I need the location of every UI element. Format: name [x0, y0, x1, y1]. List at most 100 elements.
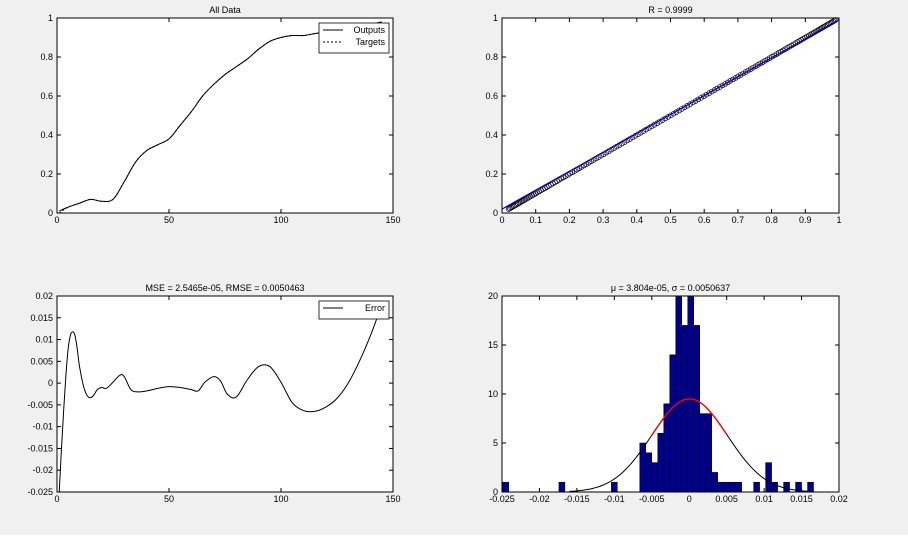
scatter-point — [719, 82, 726, 89]
x-tick-label: 50 — [164, 494, 174, 504]
x-tick-label: -0.025 — [489, 494, 515, 504]
scatter-point — [714, 85, 720, 92]
y-tick-label: 0.2 — [40, 169, 53, 179]
y-tick-label: 0 — [493, 208, 498, 218]
x-tick-label: 0.9 — [799, 215, 812, 225]
histogram-bar — [611, 481, 618, 493]
scatter-point — [512, 202, 518, 209]
histogram-bar — [771, 481, 778, 493]
x-tick-label: 0 — [499, 215, 504, 225]
x-tick-label: 0.4 — [631, 215, 644, 225]
x-tick-label: 0.5 — [664, 215, 677, 225]
chart-histogram: μ = 3.804e-05, σ = 0.0050637 -0.025 -0.02 -… — [488, 283, 848, 504]
histogram-bar — [783, 481, 790, 493]
histogram-bar — [669, 354, 676, 493]
x-tick-label: 0.3 — [597, 215, 610, 225]
y-tick-label: 0.015 — [30, 313, 53, 323]
y-tick-label: 10 — [488, 389, 498, 399]
y-tick-label: -0.005 — [27, 400, 53, 410]
histogram-bar — [502, 481, 509, 493]
scatter-point — [717, 84, 723, 90]
x-tick-label: 100 — [273, 494, 288, 504]
legend-entry: Error — [365, 303, 385, 313]
series-line-targets — [58, 23, 382, 214]
chart-error: MSE = 2.5465e-05, RMSE = 0.0050463 0 50 100… — [27, 283, 400, 504]
histogram-bar — [699, 413, 706, 493]
chart-title: MSE = 2.5465e-05, RMSE = 0.0050463 — [145, 283, 304, 293]
normal-fit-center — [651, 398, 728, 436]
y-tick-label: 1 — [493, 13, 498, 23]
scatter-point — [521, 197, 527, 204]
x-tick-label: 0.1 — [529, 215, 542, 225]
y-tick-label: -0.02 — [32, 465, 53, 475]
scatter-point — [692, 98, 699, 104]
y-tick-label: 0.6 — [40, 91, 53, 101]
histogram-bar — [558, 481, 566, 493]
x-tick-label: 0.02 — [830, 494, 848, 504]
scatter-point — [695, 96, 702, 103]
x-tick-label: -0.01 — [604, 494, 625, 504]
y-tick-label: 0.8 — [40, 52, 53, 62]
y-tick-label: 5 — [493, 438, 498, 448]
y-tick-label: 0.01 — [35, 335, 53, 345]
scatter-point — [515, 200, 521, 207]
x-tick-label: 0.6 — [698, 215, 711, 225]
plot-area — [56, 295, 394, 493]
scatter-point — [711, 87, 718, 93]
x-tick-label: 0.2 — [563, 215, 576, 225]
scatter-point — [709, 88, 715, 95]
scatter-point — [511, 203, 517, 209]
y-tick-label: 15 — [488, 340, 498, 350]
scatter-point — [518, 199, 524, 205]
scatter-point — [508, 204, 514, 211]
histogram-bar — [807, 481, 814, 493]
x-tick-label: 0 — [54, 494, 59, 504]
y-tick-label: -0.025 — [27, 487, 53, 497]
y-tick-label: 1 — [48, 13, 53, 23]
scatter-point — [509, 204, 516, 210]
x-tick-label: 1 — [836, 215, 841, 225]
y-tick-label: 0.8 — [485, 52, 498, 62]
histogram-bar — [729, 481, 736, 493]
chart-title: μ = 3.804e-05, σ = 0.0050637 — [611, 283, 730, 293]
histogram-bar — [651, 462, 659, 493]
chart-title: R = 0.9999 — [648, 5, 692, 15]
histogram-bar — [723, 481, 730, 493]
x-tick-label: 0.015 — [790, 494, 813, 504]
x-tick-label: 0.7 — [732, 215, 745, 225]
x-tick-label: 150 — [385, 215, 400, 225]
x-tick-label: 150 — [385, 494, 400, 504]
legend-box — [318, 22, 390, 54]
y-tick-label: 0 — [493, 487, 498, 497]
scatter-point — [516, 200, 523, 206]
scatter-point — [519, 198, 526, 204]
y-tick-label: 0.005 — [30, 356, 53, 366]
y-tick-label: 0.2 — [485, 169, 498, 179]
x-tick-label: -0.005 — [639, 494, 665, 504]
legend-box — [318, 300, 390, 320]
histogram-bar — [645, 452, 653, 493]
scatter-point — [690, 99, 696, 106]
x-tick-label: 0 — [54, 215, 59, 225]
y-tick-label: -0.015 — [27, 443, 53, 453]
scatter-point — [513, 201, 520, 208]
y-tick-label: 0.4 — [485, 130, 498, 140]
scatter-point — [706, 90, 712, 96]
histogram-bar — [717, 481, 724, 493]
x-tick-label: 50 — [164, 215, 174, 225]
y-tick-label: 0.6 — [485, 91, 498, 101]
x-tick-label: 0.005 — [715, 494, 738, 504]
scatter-point — [687, 101, 693, 107]
histogram-bar — [639, 442, 647, 493]
plot-area — [501, 17, 840, 214]
x-tick-label: 0.8 — [765, 215, 778, 225]
histogram-bar — [735, 481, 742, 493]
scatter-point — [722, 81, 728, 87]
y-tick-label: 0 — [48, 208, 53, 218]
chart-regression: R = 0.9999 0 0.1 0.2 0.3 0.4 0.5 0.6 0.7 0.8 0.9 1 0… — [485, 5, 841, 225]
y-tick-label: 0.4 — [40, 130, 53, 140]
x-tick-label: -0.015 — [564, 494, 590, 504]
scatter-point — [698, 95, 704, 101]
